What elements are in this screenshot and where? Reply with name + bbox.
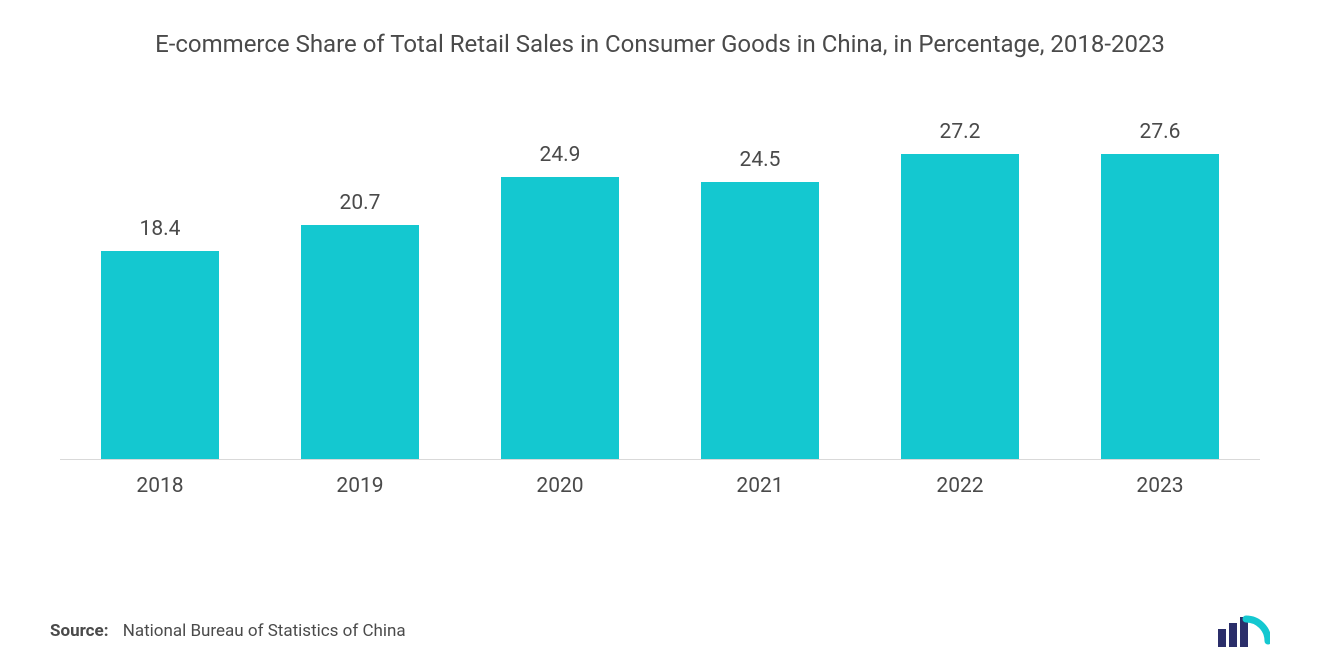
bar-group: 20.7 [260,120,460,459]
bar-group: 27.2 [860,120,1060,459]
bar [1101,154,1219,459]
category-label: 2021 [660,474,860,498]
bar [301,225,419,460]
chart-footer: Source: National Bureau of Statistics of… [50,615,1270,647]
bar [101,251,219,460]
source-line: Source: National Bureau of Statistics of… [50,621,406,641]
bar-value-label: 27.2 [940,120,981,144]
category-labels-row: 2018 2019 2020 2021 2022 2023 [60,474,1260,498]
chart-container: E-commerce Share of Total Retail Sales i… [0,0,1320,665]
bar-value-label: 18.4 [140,217,181,241]
chart-title: E-commerce Share of Total Retail Sales i… [110,28,1210,60]
bar [901,154,1019,459]
bar-group: 24.5 [660,120,860,459]
category-label: 2018 [60,474,260,498]
mordor-logo-icon [1216,615,1270,647]
category-label: 2023 [1060,474,1260,498]
bar-group: 27.6 [1060,120,1260,459]
bar-value-label: 20.7 [340,191,381,215]
bars-row: 18.4 20.7 24.9 24.5 27.2 27.6 [60,120,1260,460]
bar-group: 24.9 [460,120,660,459]
bar [701,182,819,460]
bar-value-label: 24.9 [540,143,581,167]
category-label: 2019 [260,474,460,498]
bar [501,177,619,459]
category-label: 2020 [460,474,660,498]
bar-value-label: 27.6 [1140,120,1181,144]
source-label: Source: [50,621,108,641]
chart-area: 18.4 20.7 24.9 24.5 27.2 27.6 [50,120,1270,500]
source-text: National Bureau of Statistics of China [123,621,406,641]
bar-group: 18.4 [60,120,260,459]
bar-value-label: 24.5 [740,148,781,172]
category-label: 2022 [860,474,1060,498]
